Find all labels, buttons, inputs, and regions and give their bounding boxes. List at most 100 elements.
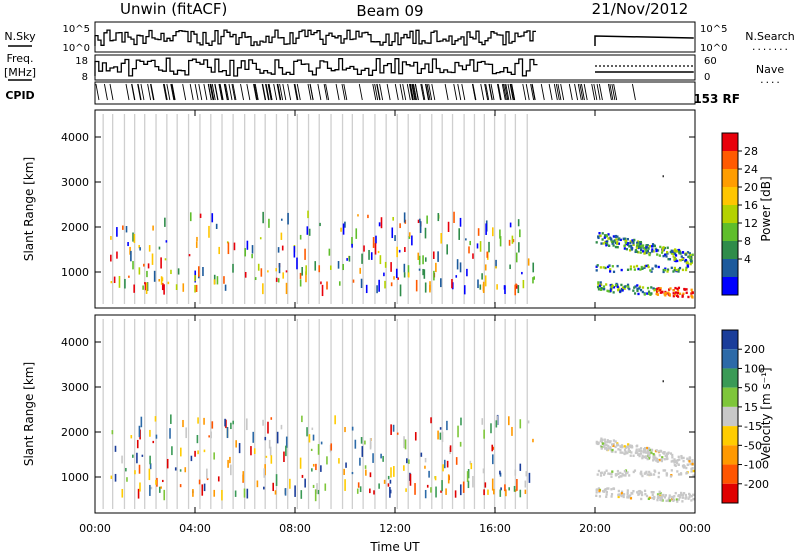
colorbar-tick-label-2: 50 bbox=[744, 382, 758, 395]
echo-0-100 bbox=[124, 278, 126, 289]
scan-stripe-1-11 bbox=[221, 319, 223, 509]
echo-0-17 bbox=[424, 257, 427, 262]
evening-echo-0-281 bbox=[635, 250, 639, 253]
echo-1-63 bbox=[357, 482, 360, 488]
evening-echo-0-380 bbox=[643, 252, 646, 255]
evening-echo-1-324 bbox=[607, 472, 610, 475]
cpid-mark-76 bbox=[461, 83, 466, 101]
echo-0-151 bbox=[465, 238, 467, 241]
scan-stripe-1-31 bbox=[441, 319, 443, 509]
colorbar-swatch-2 bbox=[722, 368, 738, 388]
evening-echo-1-226 bbox=[688, 493, 692, 497]
echo-0-58 bbox=[419, 221, 422, 233]
cpid-mark-41 bbox=[150, 83, 154, 101]
evening-echo-1-165 bbox=[630, 446, 634, 449]
scan-stripe-1-29 bbox=[419, 319, 421, 509]
scan-stripe-0-3 bbox=[134, 114, 136, 304]
evening-echo-1-335 bbox=[667, 498, 670, 502]
evening-echo-0-298 bbox=[602, 287, 606, 291]
evening-echo-0-192 bbox=[637, 292, 640, 296]
echo-1-32 bbox=[179, 469, 182, 472]
echo-0-143 bbox=[306, 226, 309, 235]
evening-echo-1-400 bbox=[623, 445, 626, 448]
echo-0-118 bbox=[275, 268, 278, 272]
evening-echo-0-296 bbox=[605, 244, 608, 247]
evening-echo-1-251 bbox=[662, 469, 665, 472]
evening-echo-1-87 bbox=[671, 456, 674, 459]
cpid-mark-53 bbox=[265, 83, 270, 101]
cpid-mark-80 bbox=[103, 83, 108, 101]
evening-echo-0-272 bbox=[604, 240, 607, 244]
evening-echo-1-29 bbox=[605, 469, 608, 472]
echo-1-0 bbox=[230, 464, 232, 476]
echo-1-231 bbox=[213, 452, 215, 460]
evening-echo-0-372 bbox=[606, 289, 609, 293]
scan-stripe-1-35 bbox=[483, 319, 485, 509]
evening-echo-1-172 bbox=[685, 466, 688, 470]
echo-1-233 bbox=[268, 439, 271, 449]
echo-1-123 bbox=[492, 446, 495, 450]
scan-stripe-0-22 bbox=[341, 114, 344, 304]
colorbar-tick-label-4: 12 bbox=[744, 217, 758, 230]
evening-echo-0-300 bbox=[684, 258, 687, 262]
evening-echo-0-157 bbox=[619, 238, 622, 242]
colorbar-swatch-3 bbox=[722, 387, 738, 407]
evening-echo-1-264 bbox=[646, 446, 649, 450]
echo-1-243 bbox=[203, 417, 205, 425]
echo-0-20 bbox=[380, 217, 383, 229]
echo-0-158 bbox=[390, 282, 393, 287]
echo-1-161 bbox=[126, 477, 128, 482]
echo-0-230 bbox=[499, 236, 502, 247]
echo-1-211 bbox=[263, 468, 266, 478]
evening-echo-0-366 bbox=[625, 239, 628, 243]
cpid-mark-62 bbox=[309, 83, 314, 101]
scan-stripe-0-9 bbox=[199, 114, 201, 304]
echo-0-105 bbox=[403, 272, 406, 278]
evening-echo-0-370 bbox=[602, 285, 606, 288]
evening-echo-0-215 bbox=[632, 289, 635, 292]
evening-echo-1-246 bbox=[619, 445, 622, 449]
evening-echo-0-126 bbox=[633, 268, 636, 271]
echo-0-61 bbox=[411, 235, 413, 246]
echo-0-200 bbox=[472, 253, 474, 259]
echo-0-42 bbox=[417, 219, 420, 224]
echo-0-116 bbox=[352, 279, 355, 283]
echo-1-200 bbox=[389, 487, 391, 498]
evening-echo-0-337 bbox=[633, 265, 636, 269]
evening-echo-0-188 bbox=[636, 240, 640, 243]
freq-tick-bottom: 8 bbox=[82, 72, 88, 83]
echo-1-194 bbox=[516, 478, 518, 491]
echo-0-121 bbox=[152, 225, 154, 231]
evening-echo-1-2 bbox=[686, 457, 689, 460]
evening-echo-1-33 bbox=[665, 474, 668, 477]
echo-0-7 bbox=[379, 255, 382, 265]
evening-echo-1-396 bbox=[648, 473, 651, 477]
y-tick-label-1-0: 1000 bbox=[61, 471, 89, 484]
evening-echo-0-179 bbox=[616, 283, 619, 286]
echo-1-213 bbox=[351, 426, 354, 431]
evening-echo-0-143 bbox=[682, 292, 685, 295]
echo-0-219 bbox=[125, 226, 128, 233]
echo-0-25 bbox=[165, 240, 168, 243]
evening-echo-1-50 bbox=[603, 438, 606, 441]
cpid-mark-89 bbox=[317, 83, 322, 101]
echo-0-238 bbox=[423, 269, 426, 279]
evening-echo-1-44 bbox=[620, 444, 624, 447]
echo-1-227 bbox=[160, 486, 162, 489]
evening-echo-0-82 bbox=[662, 248, 665, 252]
echo-1-189 bbox=[171, 446, 173, 456]
evening-echo-1-86 bbox=[629, 454, 632, 457]
echo-1-246 bbox=[426, 484, 429, 488]
echo-1-154 bbox=[466, 471, 469, 482]
scan-stripe-0-10 bbox=[210, 114, 212, 304]
echo-1-143 bbox=[484, 482, 487, 488]
evening-echo-1-406 bbox=[658, 495, 661, 499]
evening-echo-1-35 bbox=[691, 461, 694, 464]
evening-echo-1-156 bbox=[676, 470, 679, 473]
cpid-mark-66 bbox=[553, 83, 558, 101]
colorbar-tick-label-1: 100 bbox=[744, 362, 765, 375]
echo-1-22 bbox=[121, 455, 123, 464]
evening-echo-0-418 bbox=[636, 289, 639, 292]
date-title: 21/Nov/2012 bbox=[592, 0, 689, 18]
echo-1-16 bbox=[198, 479, 201, 485]
